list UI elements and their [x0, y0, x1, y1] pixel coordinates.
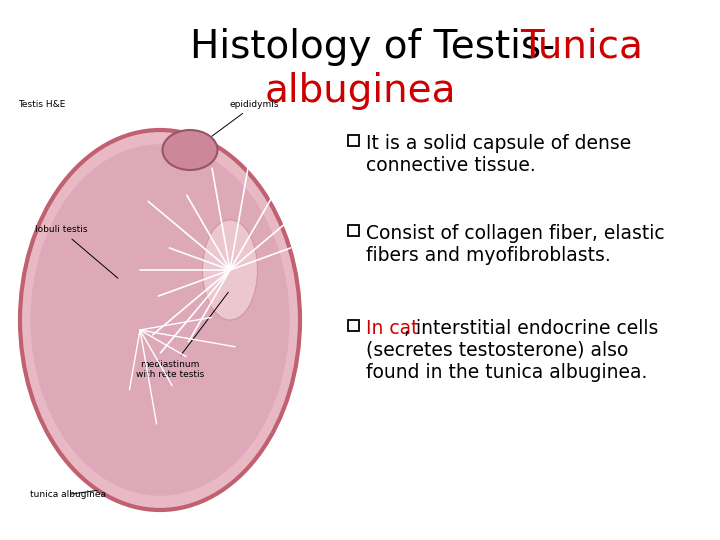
Ellipse shape	[163, 130, 217, 170]
Text: connective tissue.: connective tissue.	[366, 156, 536, 175]
Text: epididymis: epididymis	[202, 100, 279, 143]
Ellipse shape	[202, 220, 258, 320]
FancyBboxPatch shape	[348, 135, 359, 146]
Text: mediastinum
with rete testis: mediastinum with rete testis	[136, 292, 228, 380]
Text: , interstitial endocrine cells: , interstitial endocrine cells	[404, 319, 658, 338]
FancyBboxPatch shape	[348, 225, 359, 236]
Text: fibers and myofibroblasts.: fibers and myofibroblasts.	[366, 246, 611, 265]
Text: lobuli testis: lobuli testis	[35, 226, 118, 278]
Text: Histology of Testis-: Histology of Testis-	[190, 28, 555, 66]
Text: tunica albuginea: tunica albuginea	[30, 490, 106, 499]
Text: albuginea: albuginea	[264, 72, 456, 110]
Text: Tunica: Tunica	[520, 28, 643, 66]
Ellipse shape	[30, 144, 289, 496]
Text: found in the tunica albuginea.: found in the tunica albuginea.	[366, 363, 647, 382]
Text: (secretes testosterone) also: (secretes testosterone) also	[366, 341, 629, 360]
Text: Consist of collagen fiber, elastic: Consist of collagen fiber, elastic	[366, 224, 665, 243]
Text: It is a solid capsule of dense: It is a solid capsule of dense	[366, 134, 631, 153]
Ellipse shape	[20, 130, 300, 510]
Text: In cat: In cat	[366, 319, 418, 338]
Text: Testis H&E: Testis H&E	[18, 100, 66, 109]
FancyBboxPatch shape	[348, 320, 359, 331]
